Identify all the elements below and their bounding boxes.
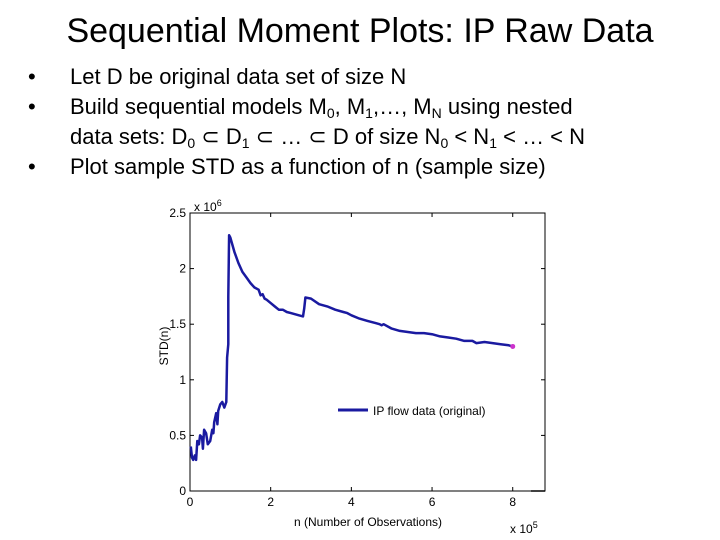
y-tick-label: 1	[179, 373, 186, 387]
bullet-dot: •	[28, 154, 36, 179]
bullet-text: Build sequential models M0, M1,…, MN usi…	[70, 94, 706, 152]
x-tick-label: 6	[429, 495, 436, 509]
series-endpoint	[510, 343, 516, 349]
slide-title: Sequential Moment Plots: IP Raw Data	[66, 12, 654, 50]
x-tick-label: 0	[187, 495, 194, 509]
y-axis-label: STD(n)	[157, 327, 171, 366]
bullet-list: • Let D be original data set of size N •…	[26, 62, 706, 182]
bullet-text: Let D be original data set of size N	[70, 64, 407, 89]
y-tick-label: 2.5	[169, 206, 186, 220]
x-multiplier: x 105	[510, 520, 538, 536]
y-tick-label: 0	[179, 484, 186, 498]
y-multiplier: x 106	[194, 198, 222, 214]
legend-label: IP flow data (original)	[373, 404, 486, 418]
bullet-dot: •	[28, 64, 36, 89]
x-axis-label: n (Number of Observations)	[294, 515, 442, 529]
bullet-dot: •	[28, 94, 36, 119]
y-tick-label: 1.5	[169, 317, 186, 331]
plot-area	[189, 212, 546, 492]
bullet-text-line2: data sets: D0 ⊂ D1 ⊂ … ⊂ D of size N0 < …	[70, 124, 586, 151]
x-tick-label: 8	[509, 495, 516, 509]
x-tick-label: 4	[348, 495, 355, 509]
series-line	[189, 233, 514, 462]
bullet-item-2: • Build sequential models M0, M1,…, MN u…	[26, 92, 706, 152]
bullet-item-3: • Plot sample STD as a function of n (sa…	[26, 152, 706, 182]
x-tick-label: 2	[267, 495, 274, 509]
y-tick-label: 0.5	[169, 428, 186, 442]
bullet-item-1: • Let D be original data set of size N	[26, 62, 706, 92]
bullet-text: Plot sample STD as a function of n (samp…	[70, 154, 546, 179]
y-tick-label: 2	[179, 262, 186, 276]
